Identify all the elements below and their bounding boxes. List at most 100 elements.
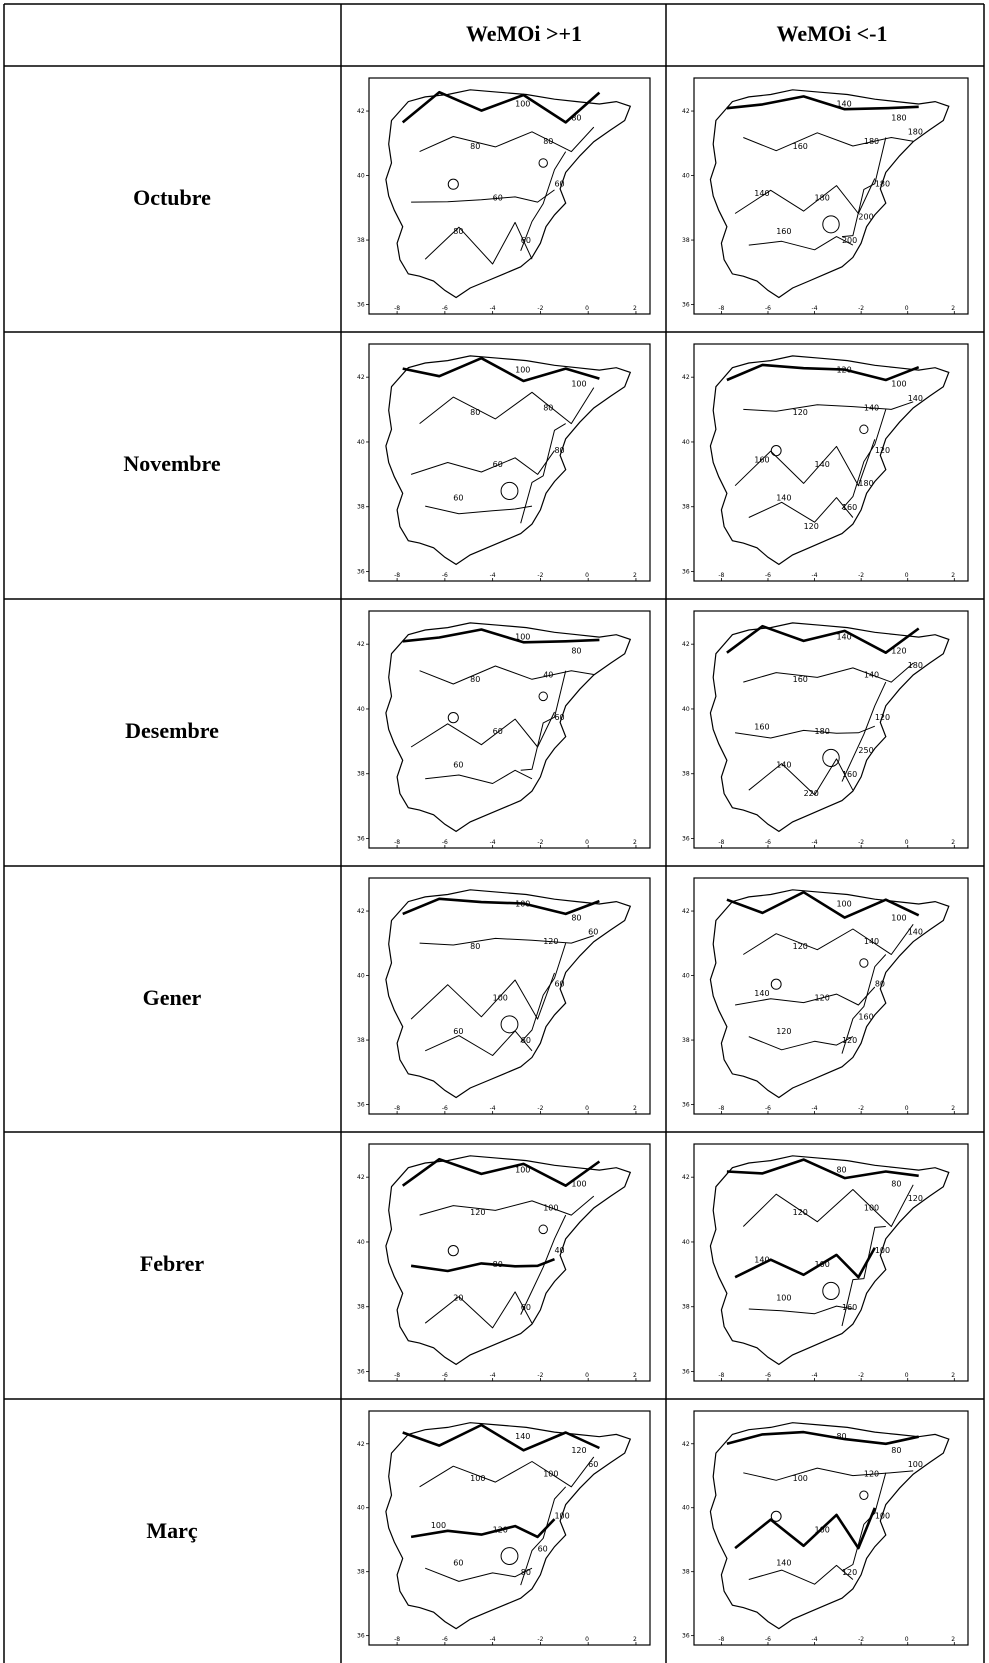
map-frame xyxy=(368,1143,651,1382)
lon-tick-label: -4 xyxy=(812,1636,818,1643)
contour-label: 250 xyxy=(858,746,873,755)
contour-label: 60 xyxy=(453,1027,463,1036)
contour-line xyxy=(410,972,555,1020)
lon-tick-label: -6 xyxy=(442,305,448,312)
contour-label: 180 xyxy=(891,113,906,122)
contour-loop xyxy=(822,215,840,234)
lon-tick-label: 2 xyxy=(633,1372,637,1379)
lon-tick-label: 2 xyxy=(633,572,637,579)
lon-tick-label: 0 xyxy=(905,1636,909,1643)
contour-label: 100 xyxy=(470,1474,485,1483)
lat-tick-label: 40 xyxy=(682,973,690,980)
coastline xyxy=(709,1422,950,1630)
lat-tick-label: 38 xyxy=(357,504,365,511)
lon-tick-label: -2 xyxy=(537,1372,543,1379)
contour-label: 140 xyxy=(754,1256,769,1265)
lon-tick-label: -2 xyxy=(858,1372,864,1379)
contour-line xyxy=(520,1486,567,1586)
lat-tick-label: 38 xyxy=(682,1037,690,1044)
lon-tick-label: -2 xyxy=(858,1105,864,1112)
lat-tick-label: 36 xyxy=(357,1102,365,1109)
contour-loop xyxy=(859,424,869,435)
precipitation-map-positive: 42 40 38 36 -8 -6 -4 -2 0 2 100 100 120 100 80 40 20 60 xyxy=(357,1143,651,1382)
contour-label: 100 xyxy=(571,380,586,389)
lon-tick-label: 0 xyxy=(905,572,909,579)
contour-label: 100 xyxy=(891,913,906,922)
contour-line xyxy=(419,665,594,685)
map-frame xyxy=(693,343,969,582)
contour-label: 60 xyxy=(453,1558,463,1567)
contour-line xyxy=(743,662,914,683)
coastline xyxy=(385,1155,632,1366)
contour-line xyxy=(841,1226,886,1327)
lon-tick-label: -2 xyxy=(537,839,543,846)
contour-label: 80 xyxy=(554,446,564,455)
lon-tick-label: -2 xyxy=(858,305,864,312)
lat-tick-label: 38 xyxy=(357,1037,365,1044)
contour-loop xyxy=(859,958,869,968)
contour-label: 60 xyxy=(538,1544,548,1553)
lon-tick-label: -6 xyxy=(442,1105,448,1112)
contour-line xyxy=(748,236,854,251)
contour-label: 120 xyxy=(875,713,890,722)
contour-label: 120 xyxy=(842,1568,857,1577)
contour-label: 80 xyxy=(571,647,581,656)
contour-label: 120 xyxy=(804,522,819,531)
contour-line xyxy=(748,1305,853,1315)
contour-line xyxy=(520,670,567,771)
lat-tick-label: 42 xyxy=(357,1174,365,1181)
lon-tick-label: 0 xyxy=(585,839,589,846)
contour-label: 100 xyxy=(431,1521,446,1530)
contour-label: 120 xyxy=(891,647,906,656)
contour-line xyxy=(742,1184,914,1227)
lon-tick-label: 0 xyxy=(905,305,909,312)
contour-label: 80 xyxy=(836,1165,846,1174)
lon-tick-label: 2 xyxy=(633,305,637,312)
contour-label: 100 xyxy=(793,1474,808,1483)
contour-line xyxy=(735,725,875,739)
map-frame xyxy=(693,77,969,315)
lon-tick-label: -8 xyxy=(718,572,724,579)
lon-tick-label: 0 xyxy=(905,1105,909,1112)
map-frame xyxy=(368,343,651,582)
contour-label: 80 xyxy=(543,403,553,412)
contour-label: 140 xyxy=(776,1558,791,1567)
contour-line xyxy=(743,401,914,412)
contour-label: 140 xyxy=(515,1432,530,1441)
contour-label: 80 xyxy=(571,113,581,122)
precipitation-map-positive: 42 40 38 36 -8 -6 -4 -2 0 2 100 80 80 120 100 60 60 60 60 xyxy=(357,877,651,1115)
contour-label: 180 xyxy=(815,194,830,203)
contour-label: 80 xyxy=(470,408,480,417)
lon-tick-label: 0 xyxy=(905,839,909,846)
contour-line xyxy=(424,221,533,265)
contour-label: 140 xyxy=(864,937,879,946)
lon-tick-label: -8 xyxy=(394,572,400,579)
contour-line xyxy=(735,986,876,1006)
contour-label: 160 xyxy=(754,456,769,465)
lat-tick-label: 40 xyxy=(357,1505,365,1512)
precipitation-map-positive: 42 40 38 36 -8 -6 -4 -2 0 2 100 100 80 80 60 80 60 xyxy=(357,343,651,582)
lat-tick-label: 38 xyxy=(357,237,365,244)
contour-label: 100 xyxy=(554,1512,569,1521)
lon-tick-label: -2 xyxy=(537,305,543,312)
lon-tick-label: -6 xyxy=(765,1636,771,1643)
month-label: Octubre xyxy=(133,185,211,210)
coastline xyxy=(709,1155,950,1366)
contour-line xyxy=(419,126,595,153)
contour-label: 120 xyxy=(493,1526,508,1535)
lat-tick-label: 40 xyxy=(357,439,365,446)
contour-label: 80 xyxy=(571,913,581,922)
contour-line xyxy=(520,1214,567,1315)
contour-label: 120 xyxy=(793,1208,808,1217)
lat-tick-label: 36 xyxy=(682,1102,690,1109)
contour-line xyxy=(402,1423,600,1452)
contour-label: 100 xyxy=(515,365,530,374)
contour-label: 100 xyxy=(815,1526,830,1535)
lat-tick-label: 42 xyxy=(357,108,365,115)
contour-loop xyxy=(538,691,548,702)
contour-label: 140 xyxy=(864,670,879,679)
lon-tick-label: -2 xyxy=(858,1636,864,1643)
contour-loop xyxy=(822,748,840,767)
lat-tick-label: 38 xyxy=(682,504,690,511)
lon-tick-label: 0 xyxy=(585,1372,589,1379)
